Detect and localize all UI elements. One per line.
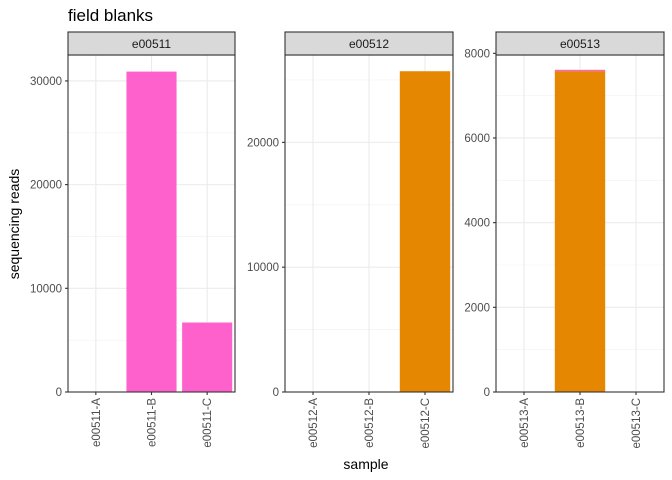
y-tick-label: 2000 [464, 302, 490, 314]
x-tick-label: e00513-A [519, 398, 531, 448]
y-tick-label: 0 [484, 387, 490, 399]
x-axis-title: sample [343, 456, 388, 472]
bar-e00511-B [126, 71, 177, 393]
facet-panel-e00512: e00512 0 10000 20000 e00512-A e00512-B e00512-… [247, 31, 454, 449]
y-axis-title: sequencing reads [6, 169, 22, 280]
bar-e00511-C [182, 322, 233, 392]
facet-strip [67, 31, 236, 56]
facet-strip [284, 31, 454, 56]
y-tick-label: 20000 [30, 180, 62, 192]
x-tick-label: e00511-B [147, 398, 159, 447]
x-tick-label: e00512-A [308, 398, 320, 448]
y-tick-label: 10000 [30, 283, 62, 295]
y-tick-label: 0 [273, 387, 279, 399]
x-tick-label: e00513-C [631, 398, 643, 449]
y-tick-label: 30000 [30, 76, 62, 88]
y-tick-label: 6000 [464, 133, 490, 145]
y-tick-label: 20000 [247, 137, 279, 149]
chart-title: field blanks [68, 6, 153, 25]
bar-e00512-C [399, 71, 451, 393]
facet-strip-label: e00511 [132, 37, 171, 51]
x-tick-label: e00511-A [91, 398, 103, 447]
x-tick-label: e00513-B [575, 398, 587, 448]
y-tick-label: 4000 [464, 218, 490, 230]
x-tick-label: e00512-B [364, 398, 376, 448]
bar-e00513-B [554, 69, 606, 72]
facet-panel-e00513: e00513 0 2000 4000 6000 8000 e00513-A e00513-B e… [464, 31, 665, 449]
y-tick-label: 10000 [247, 262, 279, 274]
facet-strip [495, 31, 665, 56]
facet-strip-label: e00512 [349, 37, 389, 51]
bar-e00513-B [554, 71, 606, 392]
facet-strip-label: e00513 [560, 37, 600, 51]
x-tick-label: e00512-C [420, 398, 432, 449]
x-tick-label: e00511-C [202, 398, 214, 448]
y-tick-label: 0 [56, 387, 62, 399]
facet-panel-e00511: e00511 0 10000 20000 30000 e00511-A e00511-B e0… [30, 31, 236, 448]
y-tick-label: 8000 [464, 48, 490, 60]
